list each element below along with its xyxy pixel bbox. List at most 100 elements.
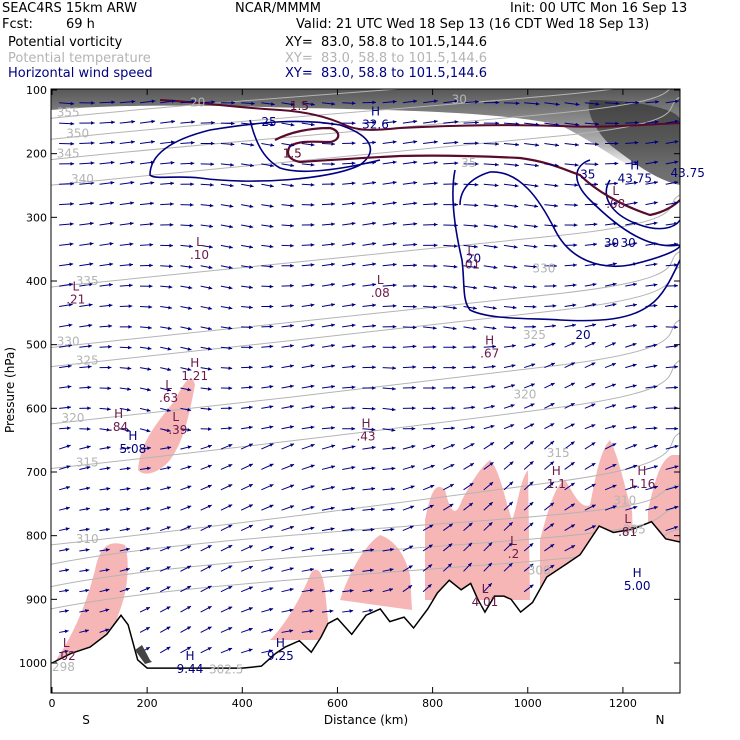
wind-vector: [544, 284, 557, 288]
extremum-value: 32.6: [362, 117, 389, 131]
wind-vector: [483, 121, 500, 126]
plot-frame: [50, 88, 681, 694]
wind-vector: [59, 121, 75, 126]
wind-vector: [362, 181, 377, 185]
wind-vector: [281, 263, 294, 268]
wind-vector: [200, 285, 213, 290]
wind-vector: [645, 444, 658, 450]
wind-contour-label: 35: [580, 168, 595, 182]
extremum-marker: H: [128, 429, 137, 443]
theta-contour-line: [51, 432, 680, 546]
wind-vector: [402, 365, 417, 369]
wind-vector: [180, 140, 195, 145]
wind-vector: [362, 365, 376, 370]
wind-vector: [544, 244, 558, 248]
pv-contour-label: 1.5: [290, 99, 309, 113]
wind-vector: [503, 265, 518, 269]
wind-vector: [382, 283, 397, 288]
wind-vector: [463, 224, 479, 228]
wind-vector: [483, 384, 496, 389]
wind-vector: [59, 547, 70, 552]
theta-contour-label: 20: [190, 96, 205, 110]
wind-vector: [160, 428, 171, 433]
wind-vector: [362, 282, 377, 287]
wind-vector: [544, 342, 556, 348]
wind-vector: [422, 583, 432, 593]
wind-vector: [261, 284, 274, 289]
pv-contour-label: 1.5: [283, 147, 302, 161]
extremum-marker: L: [467, 245, 474, 259]
wind-vector: [139, 222, 154, 226]
wind-vector: [483, 224, 499, 229]
wind-vector: [79, 141, 95, 145]
y-tick-label: 900: [26, 593, 47, 606]
wind-vector: [544, 564, 555, 572]
wind-vector: [342, 568, 354, 573]
wind-vector: [59, 405, 72, 410]
wind-vector: [321, 343, 336, 348]
wind-vector: [139, 407, 151, 412]
wind-vector: [180, 203, 194, 207]
wind-vector: [665, 426, 679, 431]
theta-contour-line: [51, 89, 405, 119]
pv-contour-line: [274, 126, 680, 217]
wind-vector: [483, 162, 499, 167]
wind-vector: [200, 524, 212, 532]
wind-vector: [665, 525, 679, 532]
wind-vector: [402, 406, 416, 411]
wind-vector: [342, 242, 356, 246]
wind-vector: [605, 201, 618, 206]
wind-vector: [220, 346, 233, 350]
wind-vector: [503, 404, 515, 409]
y-tick-label: 800: [26, 530, 47, 543]
wind-vector: [79, 385, 92, 390]
wind-vector: [59, 527, 70, 532]
wind-vector: [605, 101, 620, 106]
wind-vector: [402, 119, 418, 124]
wind-vector: [382, 366, 397, 370]
theta-contour-line: [51, 319, 680, 425]
wind-vector: [483, 305, 497, 310]
wind-vector: [281, 183, 295, 188]
wind-vector: [463, 462, 475, 470]
model-title: SEAC4RS 15km ARW: [2, 1, 138, 16]
wind-vector: [564, 163, 579, 167]
wind-vector: [79, 303, 93, 307]
wind-vector: [382, 568, 394, 572]
wind-vector: [524, 102, 540, 106]
extremum-value: .08: [371, 286, 390, 300]
wind-vector: [321, 323, 336, 328]
wind-vector: [99, 527, 110, 532]
wind-vector: [423, 386, 436, 390]
wind-vector: [240, 483, 254, 491]
wind-vector: [99, 221, 114, 226]
wind-vector: [625, 464, 638, 470]
wind-vector: [321, 485, 335, 491]
wind-vector: [139, 626, 151, 633]
x-tick-label: 1000: [514, 697, 542, 710]
wind-vector: [160, 202, 174, 206]
extrema-labels: H32.6H43.75L.08L.10L.08L.21L.01H.67H1.21…: [57, 104, 656, 675]
wind-vector: [321, 142, 335, 146]
wind-vector: [584, 162, 599, 167]
wind-vector: [443, 483, 455, 491]
extremum-value: 9.44: [177, 662, 204, 676]
wind-vector: [160, 586, 171, 593]
wind-vector: [220, 463, 233, 470]
wind-vector: [321, 609, 334, 613]
wind-vector: [301, 443, 315, 450]
wind-vector: [321, 506, 335, 511]
extremum-marker: L: [624, 512, 631, 526]
wind-vector: [423, 305, 437, 310]
extremum-marker: L: [63, 636, 70, 650]
wind-vector: [180, 465, 192, 470]
wind-vector: [301, 485, 315, 491]
wind-vector: [180, 326, 192, 331]
wind-vector: [605, 181, 618, 186]
wind-vector: [59, 343, 73, 348]
wind-vector: [281, 122, 295, 127]
y-axis-title: Pressure (hPa): [3, 347, 17, 433]
wind-vector: [645, 485, 658, 491]
wind-vector: [564, 441, 575, 450]
wind-vector: [160, 367, 172, 372]
